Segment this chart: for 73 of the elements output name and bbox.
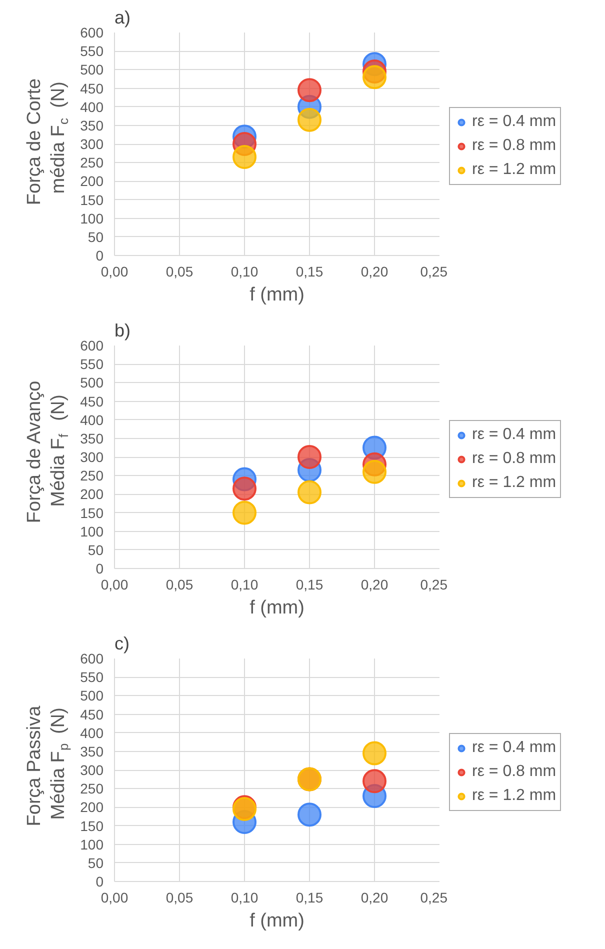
x-tick-label: 0,25 (420, 264, 448, 280)
y-tick-label: 100 (80, 210, 104, 226)
legend-label: rε = 0.8 mm (472, 137, 556, 155)
y-tick-label: 200 (80, 486, 104, 502)
y-tick-label: 400 (80, 724, 104, 741)
y-tick-label: 400 (80, 98, 104, 115)
x-axis-title: f (mm) (250, 910, 304, 932)
y-tick-label: 600 (80, 338, 104, 354)
chart-title: c) (114, 634, 130, 654)
x-tick-label: 0,10 (230, 264, 258, 280)
x-tick-label: 0,15 (296, 264, 324, 280)
x-tick-label: 0,05 (166, 264, 194, 280)
x-tick-label: 0,10 (230, 890, 258, 906)
legend-label: rε = 0.4 mm (472, 426, 556, 444)
y-tick-label: 600 (80, 24, 104, 40)
y-tick-label: 550 (80, 43, 104, 60)
legend-label: rε = 0.4 mm (472, 739, 556, 757)
x-tick-label: 0,10 (230, 576, 258, 592)
legend-label: rε = 1.2 mm (472, 787, 556, 805)
y-tick-label: 450 (80, 393, 104, 410)
y-tick-label: 200 (80, 799, 104, 816)
y-tick-label: 250 (80, 468, 104, 484)
legend-label: rε = 0.4 mm (472, 113, 556, 131)
x-tick-label: 0,00 (100, 890, 128, 906)
x-tick-label: 0,25 (420, 576, 448, 592)
y-tick-label: 350 (80, 743, 104, 760)
y-tick-label: 500 (80, 62, 104, 78)
y-tick-label: 450 (80, 706, 104, 722)
y-tick-label: 250 (80, 154, 104, 171)
x-tick-label: 0,20 (360, 576, 388, 592)
x-tick-label: 0,05 (166, 890, 194, 906)
x-tick-label: 0,05 (166, 576, 194, 592)
legend-label: rε = 0.8 mm (472, 763, 556, 781)
y-tick-label: 0 (96, 248, 104, 264)
y-tick-label: 150 (80, 192, 104, 208)
y-tick-label: 350 (80, 430, 104, 446)
y-tick-label: 400 (80, 412, 104, 428)
y-tick-label: 500 (80, 374, 104, 391)
y-tick-label: 300 (80, 762, 104, 778)
y-tick-label: 500 (80, 688, 104, 704)
x-tick-label: 0,00 (100, 576, 128, 592)
x-tick-label: 0,20 (360, 264, 388, 280)
y-tick-label: 550 (80, 669, 104, 686)
x-tick-label: 0,15 (296, 576, 324, 592)
y-tick-label: 250 (80, 780, 104, 797)
y-tick-label: 300 (80, 449, 104, 465)
y-tick-label: 300 (80, 136, 104, 152)
chart-title: b) (114, 320, 131, 340)
y-tick-label: 50 (88, 854, 104, 871)
legend-label: rε = 1.2 mm (472, 161, 556, 179)
legend-label: rε = 1.2 mm (472, 474, 556, 492)
y-tick-label: 50 (88, 542, 104, 558)
x-tick-label: 0,15 (296, 890, 324, 906)
x-tick-label: 0,20 (360, 890, 388, 906)
y-tick-label: 150 (80, 818, 104, 834)
y-tick-label: 0 (96, 560, 104, 576)
y-tick-label: 600 (80, 650, 104, 666)
y-axis-title: Força de Avanço Média Ff (N) (24, 380, 71, 524)
x-axis-title: f (mm) (250, 284, 304, 306)
y-tick-label: 100 (80, 523, 104, 540)
y-tick-label: 550 (80, 356, 104, 372)
x-tick-label: 0,25 (420, 890, 448, 906)
y-tick-label: 150 (80, 504, 104, 521)
y-tick-label: 50 (88, 228, 104, 245)
y-tick-label: 0 (96, 874, 104, 890)
x-axis-title: f (mm) (250, 598, 304, 618)
y-tick-label: 100 (80, 836, 104, 852)
chart-title: a) (114, 8, 131, 28)
y-tick-label: 200 (80, 173, 104, 190)
legend-label: rε = 0.8 mm (472, 450, 556, 468)
x-tick-label: 0,00 (100, 264, 128, 280)
y-tick-label: 450 (80, 80, 104, 96)
y-tick-label: 350 (80, 117, 104, 134)
